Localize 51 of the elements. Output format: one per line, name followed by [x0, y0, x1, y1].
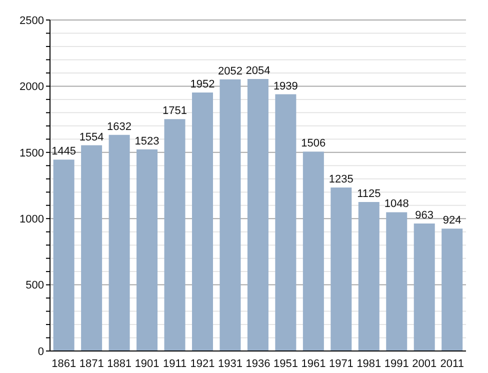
data-label: 1952 [190, 78, 215, 91]
bar [414, 224, 435, 351]
bar [53, 160, 74, 351]
y-tick-label: 0 [38, 346, 44, 358]
x-tick-label: 2011 [440, 358, 464, 370]
bar [386, 212, 408, 351]
x-tick-label: 1911 [162, 358, 187, 370]
y-tick-label: 500 [26, 280, 44, 292]
data-label: 1523 [134, 135, 160, 148]
x-tick-label: 1881 [107, 358, 132, 370]
bar [302, 152, 324, 351]
data-label: 924 [442, 214, 462, 227]
bar [164, 119, 186, 351]
x-tick-label: 2001 [412, 358, 437, 370]
bar [358, 202, 380, 351]
x-tick-label: 1901 [134, 358, 160, 370]
data-label: 1751 [162, 105, 188, 118]
x-tick-label: 1921 [190, 358, 215, 370]
bar [247, 79, 268, 351]
y-tick-label: 1000 [20, 214, 44, 226]
data-label: 1125 [357, 188, 381, 200]
x-tick-label: 1931 [218, 358, 243, 370]
x-tick-label: 1936 [246, 358, 270, 370]
bar [81, 145, 102, 351]
bar [136, 149, 158, 351]
data-label: 1048 [384, 198, 409, 210]
bar [330, 187, 352, 351]
y-tick-label: 2500 [20, 14, 44, 27]
y-tick-label: 2000 [20, 81, 44, 94]
data-label: 1939 [273, 80, 298, 92]
x-tick-label: 1971 [328, 358, 354, 370]
data-label: 1445 [52, 146, 76, 158]
data-label: 1235 [328, 173, 354, 186]
x-tick-label: 1951 [273, 358, 298, 370]
data-label: 1506 [301, 138, 326, 150]
x-tick-label: 1991 [384, 358, 409, 370]
bar [192, 92, 213, 351]
y-tick-label: 1500 [20, 147, 44, 160]
x-tick-label: 1861 [52, 358, 76, 370]
x-tick-label: 1871 [79, 358, 104, 370]
bar [442, 228, 463, 351]
data-label: 2052 [218, 65, 242, 78]
data-label: 1632 [107, 120, 132, 133]
data-label: 1554 [79, 131, 104, 144]
data-label: 963 [415, 210, 434, 222]
x-tick-label: 1961 [301, 358, 326, 370]
data-label: 2054 [246, 65, 270, 78]
bar [108, 134, 130, 351]
bar [275, 94, 296, 351]
x-tick-label: 1981 [356, 358, 382, 370]
bar [220, 79, 241, 351]
